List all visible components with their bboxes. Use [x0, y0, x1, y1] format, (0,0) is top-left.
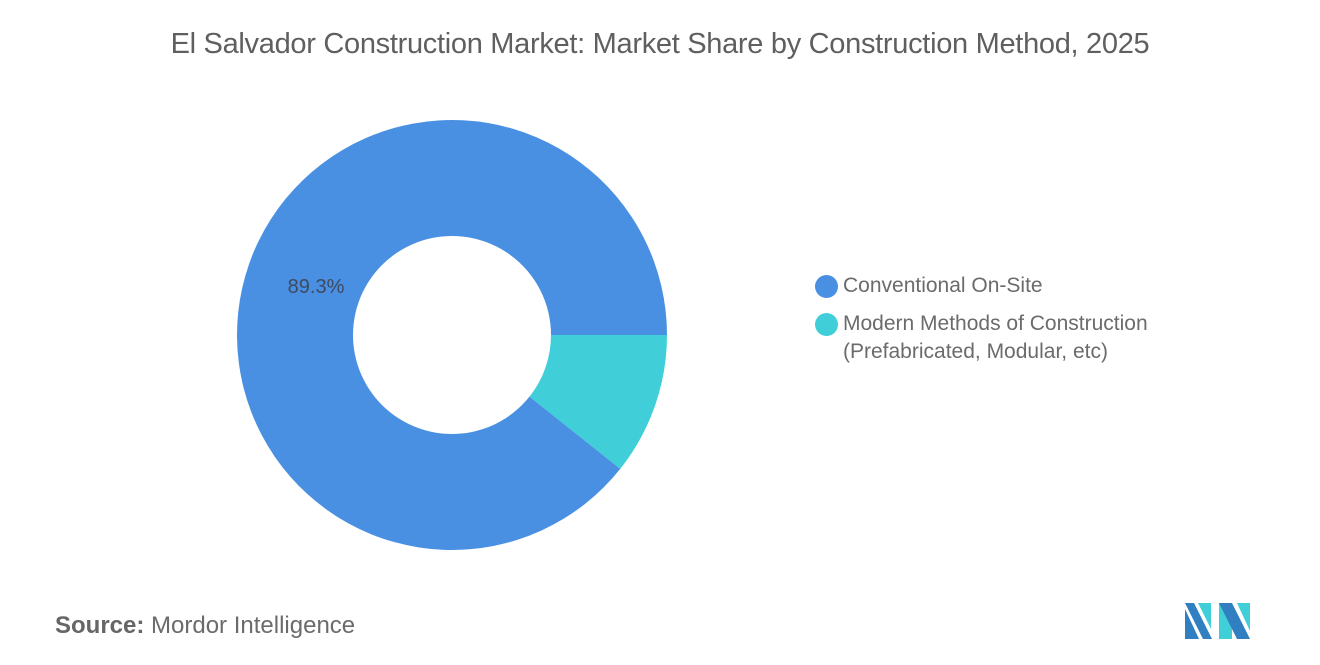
- legend-item-modern-methods[interactable]: Modern Methods of Construction (Prefabri…: [815, 310, 1148, 366]
- donut-slices: [237, 119, 667, 550]
- mordor-intelligence-logo-icon: [1185, 603, 1250, 639]
- legend-label-line2: (Prefabricated, Modular, etc): [843, 340, 1108, 363]
- chart-title: El Salvador Construction Market: Market …: [170, 28, 1150, 60]
- slice-modern-methods[interactable]: [529, 335, 667, 469]
- slice-label-conventional: 89.3%: [288, 276, 345, 298]
- source-key: Source:: [55, 612, 145, 639]
- source-value: Mordor Intelligence: [151, 612, 356, 639]
- legend-dot-icon: [815, 313, 838, 336]
- legend-label-line1: Modern Methods of Construction: [843, 312, 1148, 335]
- legend-dot-icon: [815, 275, 838, 298]
- legend-label: Modern Methods of Construction (Prefabri…: [843, 310, 1148, 366]
- slice-conventional-on-site[interactable]: [237, 119, 667, 550]
- legend-item-conventional[interactable]: Conventional On-Site: [815, 272, 1148, 300]
- chart-legend: Conventional On-Site Modern Methods of C…: [815, 272, 1148, 376]
- source-note: Source: Mordor Intelligence: [55, 612, 355, 640]
- legend-label: Conventional On-Site: [843, 274, 1043, 297]
